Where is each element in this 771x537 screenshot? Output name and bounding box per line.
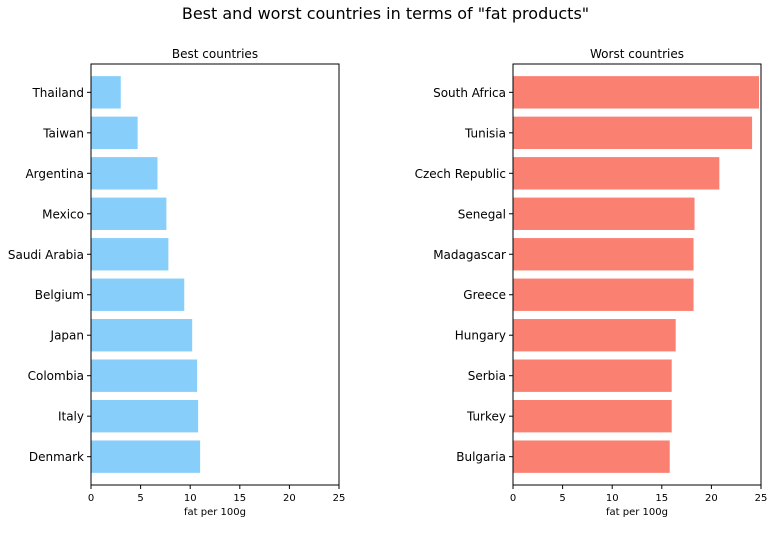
worst-xtick-label-3: 15 [655, 493, 668, 504]
best-xtick-label-3: 15 [233, 493, 246, 504]
best-bar-0 [91, 76, 121, 109]
best-x-axis-label: fat per 100g [184, 507, 246, 518]
worst-bar-6 [513, 319, 676, 352]
best-bar-4 [91, 238, 169, 271]
worst-xtick-label-5: 25 [755, 493, 768, 504]
best-chart-title: Best countries [172, 47, 258, 61]
best-xtick-label-0: 0 [88, 493, 94, 504]
worst-bar-5 [513, 278, 694, 311]
worst-category-label-4: Madagascar [433, 248, 506, 262]
worst-bar-7 [513, 359, 672, 392]
worst-bar-1 [513, 116, 753, 150]
figure-title: Best and worst countries in terms of "fa… [181, 4, 590, 23]
worst-category-label-1: Tunisia [464, 126, 506, 140]
worst-category-label-7: Serbia [468, 369, 506, 383]
worst-chart-title: Worst countries [590, 47, 684, 61]
worst-bar-0 [513, 76, 760, 109]
worst-category-label-6: Hungary [455, 329, 506, 343]
best-category-label-8: Italy [58, 410, 84, 424]
worst-category-label-5: Greece [463, 288, 506, 302]
best-bar-5 [91, 278, 185, 311]
worst-xtick-label-2: 10 [606, 493, 619, 504]
best-bar-6 [91, 319, 193, 352]
worst-category-label-2: Czech Republic [415, 167, 506, 181]
worst-xtick-label-0: 0 [510, 493, 516, 504]
worst-xtick-label-4: 20 [705, 493, 718, 504]
best-countries-panel: Best countries Thailand Taiwan Argentina Mex… [8, 47, 346, 518]
worst-bar-8 [513, 399, 672, 433]
worst-category-label-9: Bulgaria [456, 450, 506, 464]
best-bar-7 [91, 359, 198, 392]
best-category-label-2: Argentina [25, 167, 84, 181]
best-xtick-label-5: 25 [333, 493, 346, 504]
worst-category-label-3: Senegal [458, 207, 506, 221]
best-bar-8 [91, 399, 199, 433]
worst-countries-panel: Worst countries South Africa Tunisia Czech … [415, 47, 768, 518]
worst-bar-3 [513, 197, 695, 230]
worst-category-label-8: Turkey [466, 410, 506, 424]
worst-xtick-label-1: 5 [559, 493, 565, 504]
worst-category-label-0: South Africa [433, 86, 506, 100]
best-category-label-0: Thailand [31, 86, 84, 100]
best-bar-2 [91, 157, 158, 190]
best-category-label-6: Japan [50, 329, 84, 343]
best-bar-3 [91, 197, 167, 230]
best-xtick-label-1: 5 [137, 493, 143, 504]
worst-bar-2 [513, 157, 720, 190]
best-category-label-1: Taiwan [42, 126, 84, 140]
best-category-label-9: Denmark [29, 450, 84, 464]
best-category-label-3: Mexico [42, 207, 84, 221]
best-bar-1 [91, 116, 138, 150]
best-axes-frame [90, 63, 340, 486]
worst-bar-9 [513, 440, 670, 473]
best-category-label-4: Saudi Arabia [8, 248, 84, 262]
best-xtick-label-2: 10 [184, 493, 197, 504]
worst-bar-4 [513, 238, 694, 271]
best-category-label-7: Colombia [28, 369, 84, 383]
best-xtick-label-4: 20 [283, 493, 296, 504]
worst-axes-frame [512, 63, 762, 486]
best-bar-9 [91, 440, 201, 473]
worst-x-axis-label: fat per 100g [606, 507, 668, 518]
best-category-label-5: Belgium [35, 288, 84, 302]
